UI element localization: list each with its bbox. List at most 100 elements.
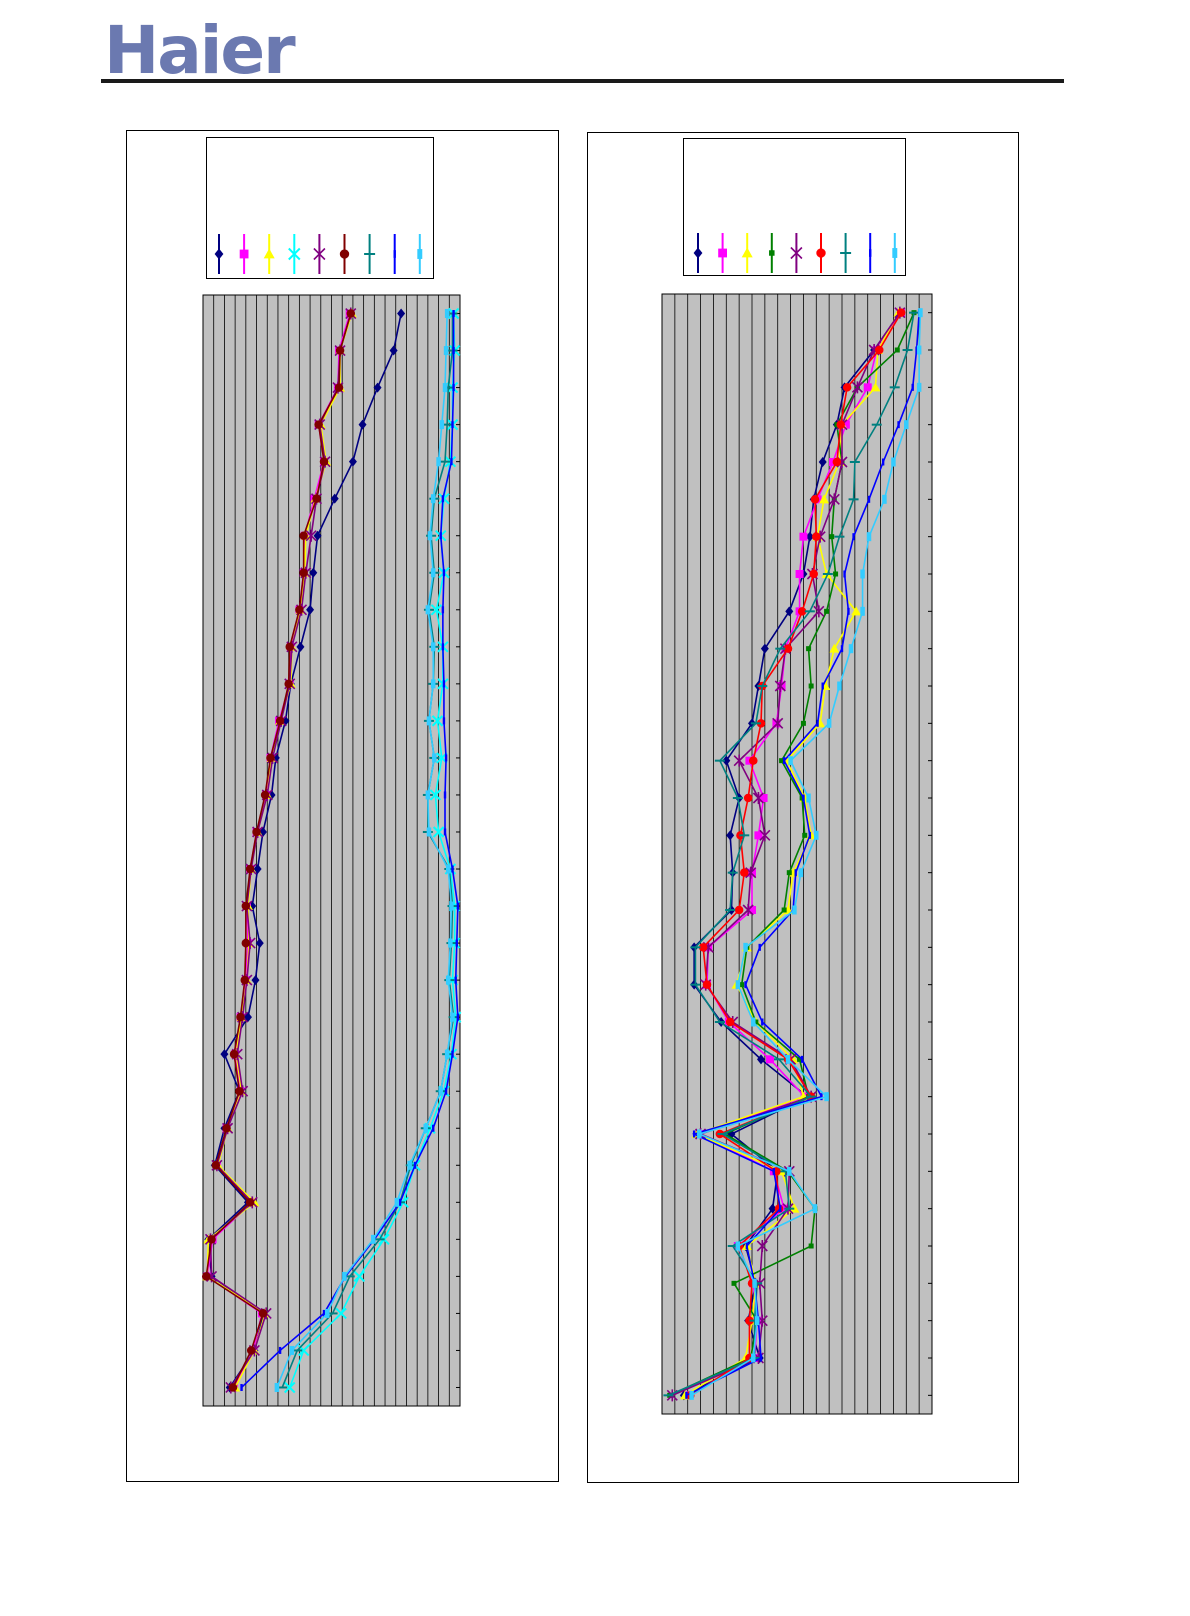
data-point-1-1-15 (748, 868, 756, 877)
data-point-0-0-17 (255, 938, 264, 949)
legend-marker-0-3 (288, 247, 301, 261)
data-point-0-5-11 (275, 716, 285, 726)
data-point-1-1-14 (754, 831, 763, 840)
data-point-1-5-27 (745, 1316, 754, 1325)
legend-entry-0-7 (393, 234, 396, 274)
data-point-1-3-26 (731, 1280, 737, 1286)
data-point-1-7-4 (881, 458, 885, 466)
data-point-0-5-26 (201, 1272, 211, 1281)
data-point-0-7-23 (413, 1161, 417, 1169)
data-point-0-5-2 (334, 383, 344, 392)
data-point-0-8-25 (371, 1234, 376, 1244)
data-point-0-7-20 (451, 1050, 454, 1058)
data-point-1-4-12 (733, 754, 745, 767)
legend-entry-0-0 (214, 234, 224, 274)
series-1-7 (685, 309, 921, 1399)
legend-marker-1-1 (718, 248, 727, 258)
data-point-1-5-8 (797, 607, 807, 616)
series-0-7 (240, 310, 460, 1391)
data-point-1-3-14 (802, 832, 808, 838)
data-point-0-7-29 (240, 1383, 243, 1391)
data-point-0-3-13 (429, 789, 442, 801)
data-point-0-0-4 (348, 456, 357, 467)
data-point-1-8-7 (860, 569, 865, 579)
data-point-1-5-4 (832, 457, 842, 467)
data-point-1-8-4 (891, 457, 896, 467)
data-point-0-3-14 (432, 826, 445, 838)
data-point-0-5-12 (266, 753, 275, 763)
legend-entry-1-7 (869, 233, 872, 273)
data-point-1-5-5 (810, 495, 820, 504)
data-point-1-8-10 (837, 681, 842, 691)
data-point-1-8-12 (788, 756, 793, 766)
data-point-0-8-18 (445, 975, 451, 985)
data-point-1-4-16 (742, 904, 754, 916)
series-line-1-5 (689, 312, 902, 1397)
data-point-1-8-18 (735, 980, 741, 990)
data-point-1-7-28 (759, 1354, 763, 1362)
data-point-1-8-20 (785, 1054, 791, 1064)
data-point-0-0-18 (251, 975, 260, 986)
chart-1 (661, 293, 933, 1415)
data-point-0-5-13 (260, 790, 270, 800)
legend-entry-0-8 (417, 234, 423, 274)
data-point-1-7-15 (794, 869, 797, 877)
data-point-1-2-8 (851, 606, 862, 616)
data-point-1-1-7 (795, 570, 804, 578)
legend-entry-1-5 (816, 233, 826, 273)
data-point-1-7-25 (745, 1242, 749, 1250)
data-point-0-5-8 (295, 605, 304, 615)
data-point-0-8-16 (449, 901, 454, 911)
data-point-0-8-29 (274, 1382, 280, 1392)
data-point-1-5-2 (842, 383, 852, 392)
data-point-1-1-6 (799, 532, 808, 541)
legend-entry-1-4 (790, 233, 803, 273)
data-point-0-7-17 (455, 939, 458, 947)
data-point-1-8-6 (866, 532, 872, 542)
legend-marker-1-7 (869, 249, 872, 257)
data-point-1-3-1 (894, 347, 900, 353)
data-point-1-7-5 (867, 495, 871, 503)
data-point-1-1-16 (748, 906, 756, 914)
data-point-1-2-5 (819, 494, 829, 504)
data-point-1-7-29 (685, 1391, 688, 1399)
legend-marker-0-8 (417, 249, 423, 259)
legend-entry-0-4 (313, 234, 326, 274)
data-point-1-7-6 (852, 533, 855, 541)
data-point-1-8-3 (904, 420, 909, 430)
data-point-1-4-2 (851, 381, 863, 394)
data-point-0-7-14 (443, 828, 447, 836)
data-point-1-4-11 (772, 717, 784, 730)
data-point-0-5-5 (312, 494, 321, 503)
data-point-1-0-9 (760, 643, 769, 654)
data-point-1-7-17 (758, 943, 761, 951)
legend-marker-1-5 (816, 248, 826, 258)
data-point-0-8-7 (430, 568, 436, 578)
data-point-1-7-3 (897, 421, 900, 429)
data-point-0-7-13 (443, 791, 447, 799)
data-point-0-5-18 (240, 975, 250, 985)
data-point-0-7-11 (442, 717, 446, 725)
data-point-0-7-0 (452, 310, 455, 318)
data-point-0-0-3 (358, 419, 367, 430)
data-point-0-5-23 (211, 1161, 221, 1170)
data-point-0-8-11 (426, 716, 432, 726)
data-point-1-4-15 (745, 866, 757, 879)
data-point-1-5-9 (783, 644, 793, 653)
data-point-0-5-9 (285, 642, 294, 652)
data-point-1-7-22 (692, 1130, 696, 1138)
data-point-1-1-24 (780, 1204, 789, 1213)
data-point-1-1-13 (759, 794, 768, 802)
data-point-0-5-27 (258, 1309, 268, 1318)
data-point-0-5-1 (335, 346, 345, 355)
data-point-0-7-4 (450, 458, 453, 466)
series-line-1-8 (691, 312, 922, 1397)
data-point-1-2-9 (829, 643, 840, 653)
data-point-0-8-26 (342, 1271, 347, 1281)
data-point-1-8-14 (814, 830, 819, 840)
data-point-0-5-3 (314, 420, 323, 429)
data-point-1-3-15 (786, 870, 792, 876)
data-point-0-7-27 (322, 1309, 326, 1317)
data-point-0-8-15 (445, 864, 451, 874)
